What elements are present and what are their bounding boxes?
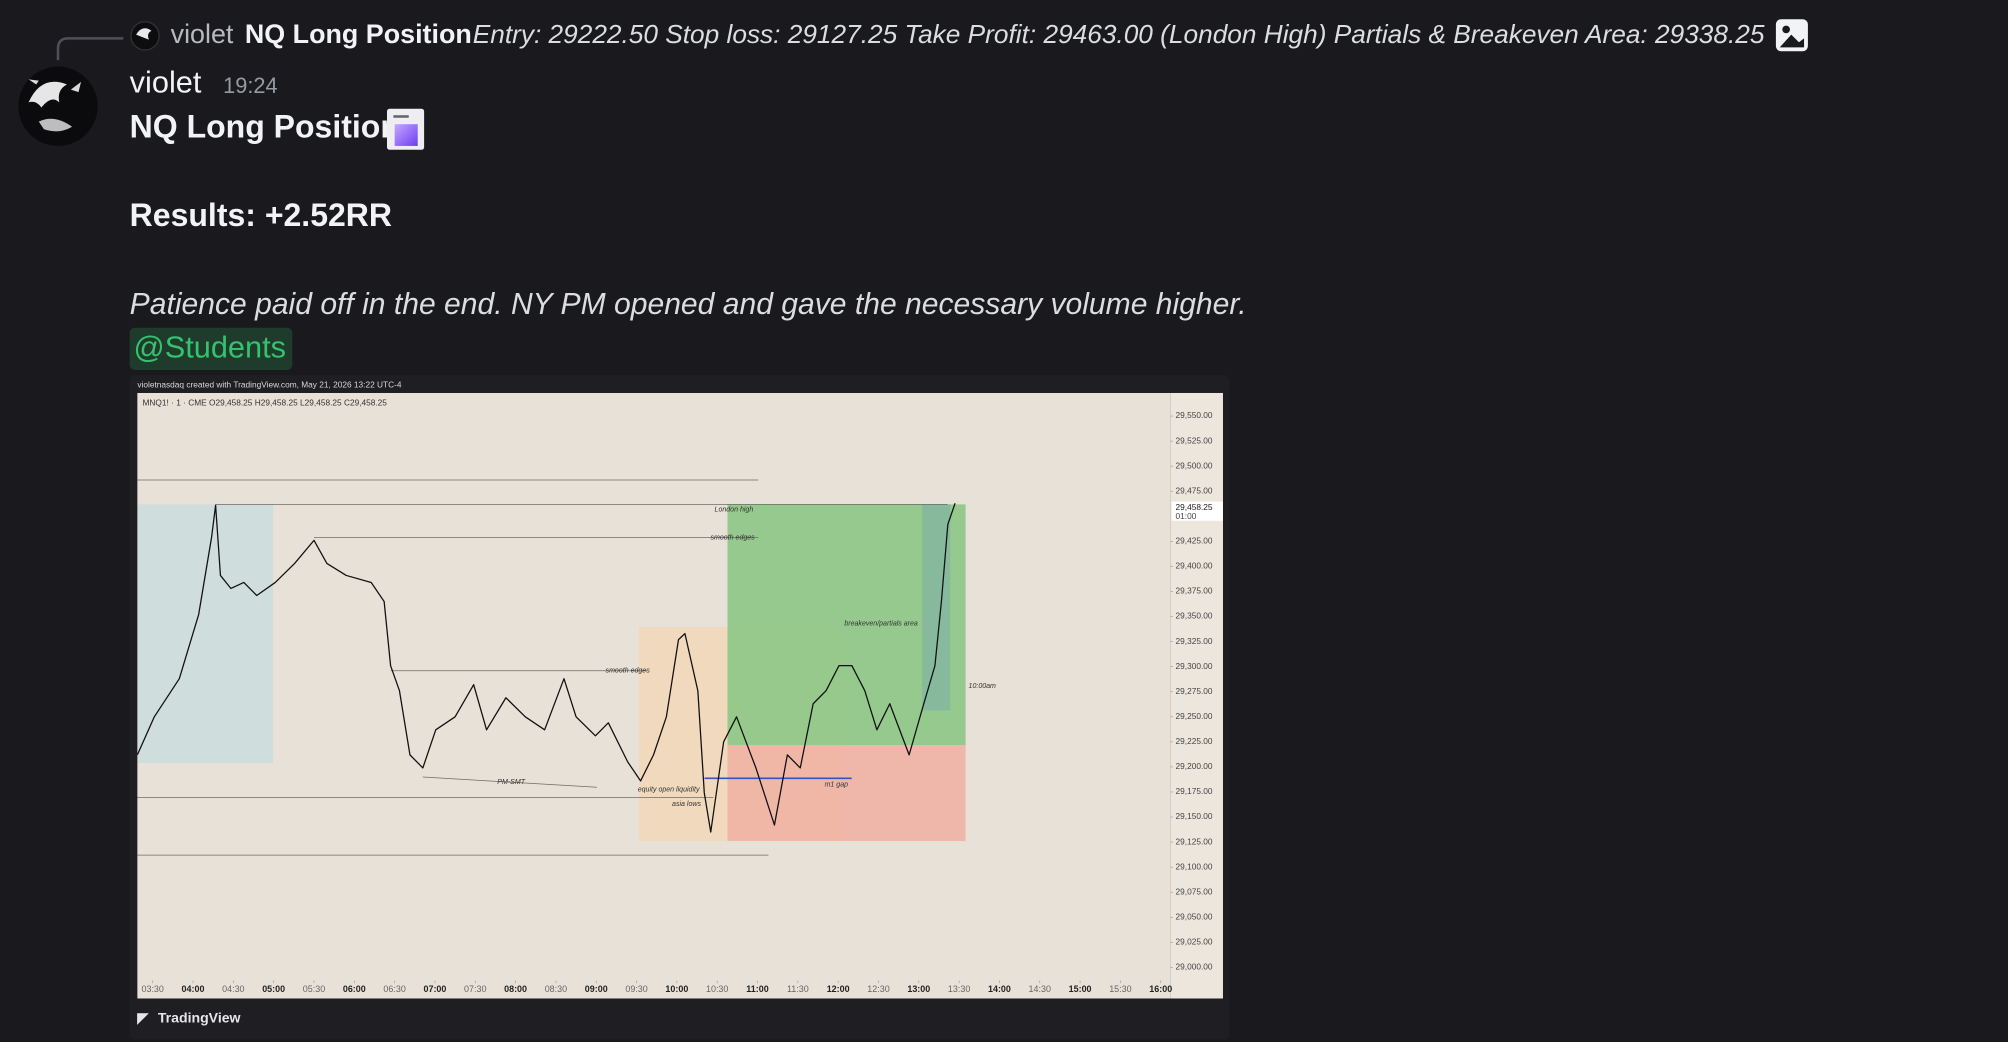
y-tick-label: 29,200.00	[1176, 761, 1213, 771]
y-tick-label: 29,400.00	[1176, 561, 1213, 571]
chart-annotation: asia lows	[672, 801, 701, 808]
reply-author[interactable]: violet	[171, 19, 234, 49]
mention-bg	[129, 327, 293, 370]
y-tick-label: 29,300.00	[1176, 661, 1213, 671]
x-tick-label: 14:30	[1029, 984, 1051, 994]
price-axis	[1170, 392, 1223, 999]
x-tick-label: 08:30	[545, 984, 567, 994]
x-tick-label: 07:00	[423, 984, 446, 994]
y-tick-label: 29,175.00	[1176, 786, 1213, 796]
x-tick-label: 05:30	[303, 984, 325, 994]
y-tick-label: 29,150.00	[1176, 811, 1213, 821]
chart-annotation: m1 gap	[825, 782, 849, 789]
last-price-tag	[1171, 501, 1223, 521]
price-line	[137, 503, 956, 833]
chart-annotation: smooth edges	[606, 668, 651, 675]
chart-annotation: smooth edges	[711, 535, 756, 542]
y-tick-label: 29,000.00	[1176, 962, 1213, 972]
x-tick-label: 09:00	[585, 984, 608, 994]
reply-avatar-art	[136, 28, 152, 40]
plot-clip-group: London high smooth edges breakeven/partial…	[137, 503, 997, 833]
y-tick-label: 29,325.00	[1176, 636, 1213, 646]
message-note: Patience paid off in the end. NY PM open…	[130, 288, 1247, 321]
x-tick-label: 12:00	[827, 984, 850, 994]
last-price-label: 29,458.25	[1176, 502, 1213, 512]
loss-zone	[727, 745, 966, 842]
level-lines	[137, 479, 948, 856]
tradingview-mark: ◤	[136, 1010, 149, 1026]
x-tick-label: 15:30	[1109, 984, 1131, 994]
tradingview-logo: TradingView	[158, 1010, 241, 1026]
y-tick-label: 29,375.00	[1176, 586, 1213, 596]
title-emoji	[386, 108, 425, 150]
y-tick-label: 29,350.00	[1176, 611, 1213, 621]
y-tick-label: 29,275.00	[1176, 686, 1213, 696]
x-tick-label: 11:30	[787, 984, 809, 994]
ny-zone	[922, 504, 951, 711]
timestamp[interactable]: 19:24	[223, 73, 277, 98]
x-tick-label: 15:00	[1069, 984, 1092, 994]
x-tick-label: 06:00	[343, 984, 366, 994]
x-tick-label: 07:30	[464, 984, 486, 994]
x-tick-label: 13:00	[907, 984, 930, 994]
x-tick-label: 10:30	[706, 984, 728, 994]
chart-annotation: London high	[715, 506, 754, 513]
image-attachment[interactable]: violetnasdaq created with TradingView.co…	[129, 375, 1230, 1040]
reply-image-icon	[1775, 19, 1808, 52]
y-tick-label: 29,125.00	[1176, 836, 1213, 846]
message-title: NQ Long Position	[130, 109, 400, 145]
y-tick-label: 29,525.00	[1176, 435, 1213, 445]
y-tick-label: 29,500.00	[1176, 460, 1213, 470]
y-tick-label: 29,075.00	[1176, 886, 1213, 896]
y-tick-label: 29,225.00	[1176, 736, 1213, 746]
y-tick-label: 29,475.00	[1176, 485, 1213, 495]
x-tick-label: 08:00	[504, 984, 527, 994]
reply-connector	[56, 37, 124, 61]
x-tick-label: 14:00	[988, 984, 1011, 994]
asia-zone	[137, 504, 274, 763]
author-name[interactable]: violet	[130, 65, 202, 100]
chart-annotation: PM-SMT	[497, 779, 525, 786]
y-tick-label: 29,025.00	[1176, 937, 1213, 947]
x-tick-label: 09:30	[625, 984, 647, 994]
x-tick-label: 10:00	[665, 984, 688, 994]
symbol-line: MNQ1! · 1 · CME O29,458.25 H29,458.25 L2…	[142, 397, 387, 407]
chart-annotation: 10:00am	[969, 683, 997, 690]
x-tick-label: 06:30	[383, 984, 405, 994]
x-tick-label: 05:00	[262, 984, 285, 994]
chart-annotation: equity open liquidity	[638, 787, 700, 794]
reply-title[interactable]: NQ Long Position	[245, 19, 472, 49]
y-tick-label: 29,050.00	[1176, 911, 1213, 921]
x-tick-label: 12:30	[867, 984, 889, 994]
x-tick-label: 16:00	[1149, 984, 1172, 994]
y-tick-label: 29,425.00	[1176, 536, 1213, 546]
y-tick-label: 29,550.00	[1176, 410, 1213, 420]
avatar[interactable]	[18, 66, 98, 146]
x-axis: 03:30 04:00 04:30 05:00 05:30 06:00 06:30 07:00…	[141, 980, 1172, 994]
x-tick-label: 04:00	[182, 984, 205, 994]
zones	[137, 479, 966, 856]
y-tick-label: 29,250.00	[1176, 711, 1213, 721]
x-tick-label: 11:00	[746, 984, 768, 994]
last-time-label: 01:00	[1176, 511, 1197, 521]
x-tick-label: 03:30	[141, 984, 163, 994]
results: Results: +2.52RR	[130, 197, 392, 233]
y-tick-label: 29,100.00	[1176, 861, 1213, 871]
chart-header: violetnasdaq created with TradingView.co…	[137, 380, 402, 390]
chart-annotation: breakeven/partials area	[844, 620, 918, 627]
x-tick-label: 04:30	[222, 984, 244, 994]
x-tick-label: 13:30	[948, 984, 970, 994]
mention[interactable]: @Students	[134, 330, 286, 365]
reply-text[interactable]: Entry: 29222.50 Stop loss: 29127.25 Take…	[473, 19, 1765, 49]
